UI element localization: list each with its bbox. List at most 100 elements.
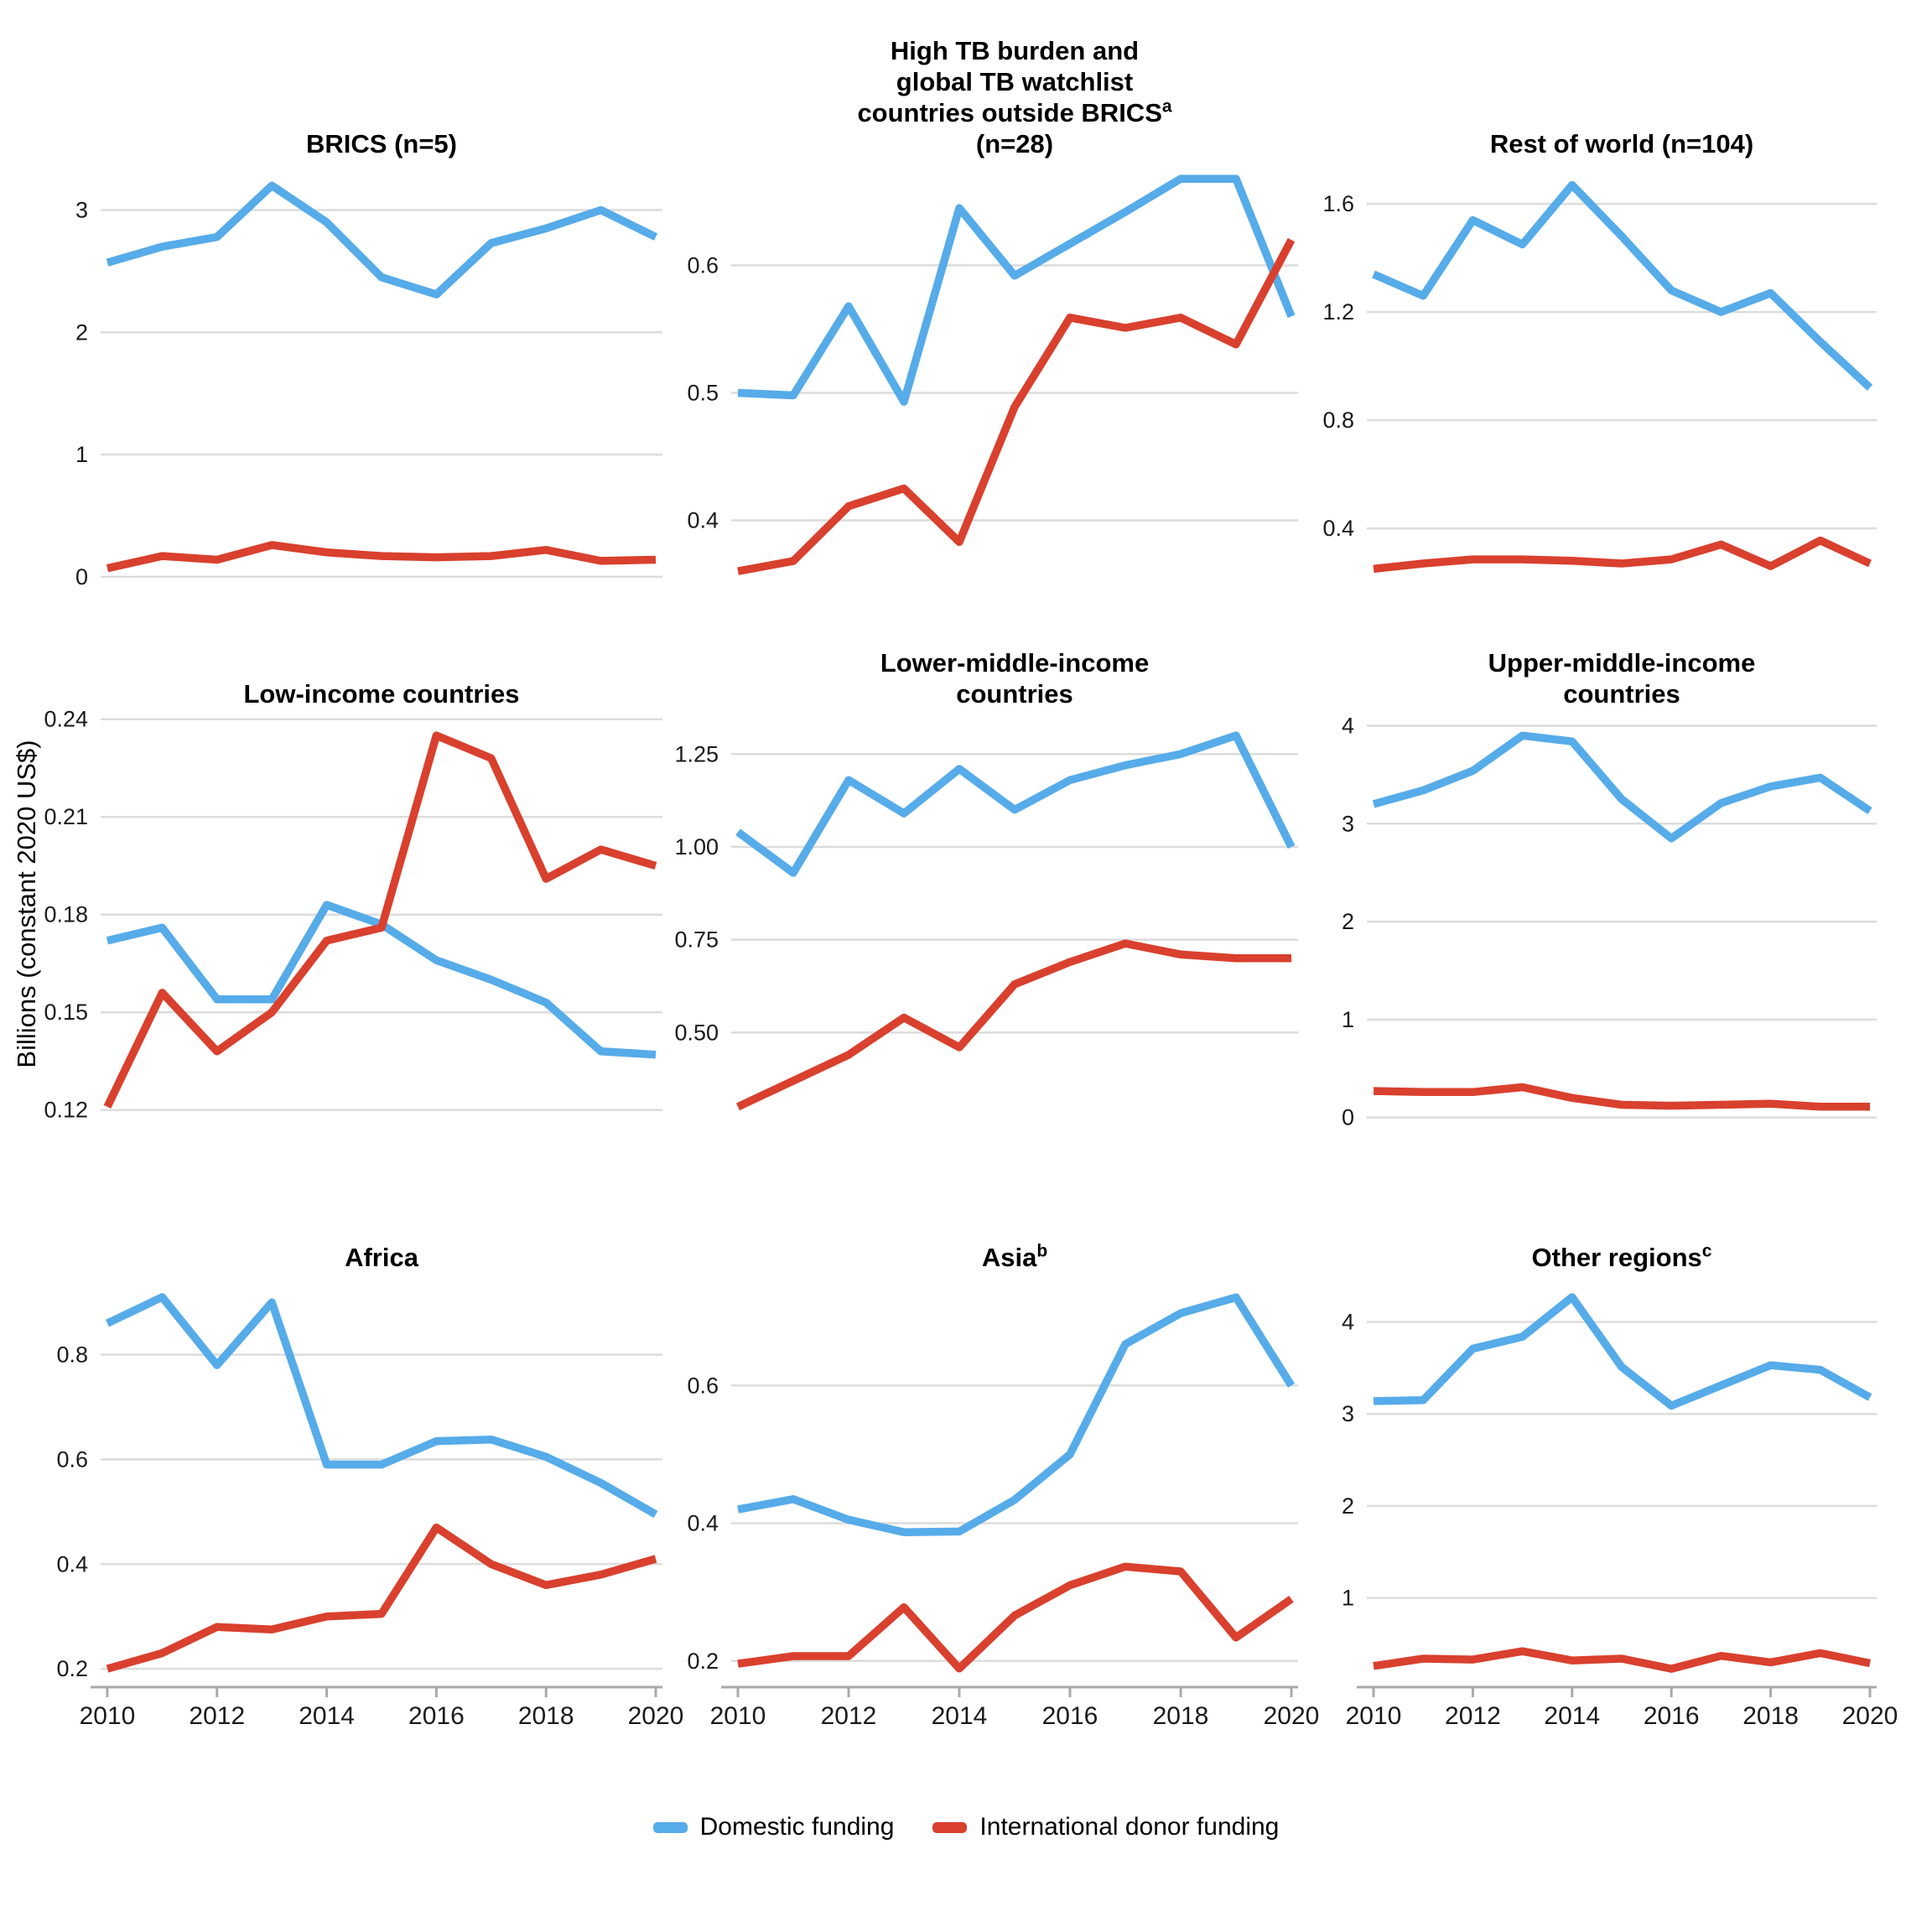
domestic-funding-line-hbc-outside-brics bbox=[737, 174, 1296, 406]
y-tick-label: 0.4 bbox=[687, 1511, 719, 1536]
y-tick-label: 0.4 bbox=[687, 507, 719, 532]
chart-lower-middle-income: 0.50 0.75 1.00 1.25 bbox=[674, 731, 1298, 1111]
y-tick-label: 3 bbox=[1342, 811, 1354, 836]
x-tick-label: 2014 bbox=[932, 1702, 988, 1730]
footnote-marker: b bbox=[1036, 1241, 1048, 1261]
x-tick-label: 2012 bbox=[821, 1702, 877, 1730]
domestic-funding-line-upper-middle-income bbox=[1372, 731, 1872, 843]
domestic-funding-line-lower-middle-income bbox=[735, 731, 1296, 877]
x-tick-label: 2016 bbox=[408, 1702, 465, 1730]
chart-title-africa: Africa bbox=[345, 1243, 418, 1272]
chart-title-rest-of-world: Rest of world (n=104) bbox=[1489, 129, 1754, 158]
legend-item-donor: International donor funding bbox=[932, 1813, 1279, 1841]
y-tick-label: 0.50 bbox=[674, 1020, 719, 1045]
x-tick-label: 2018 bbox=[1742, 1702, 1799, 1730]
chart-brics: 0 1 2 3 bbox=[75, 181, 662, 589]
domestic-funding-line-other-regions bbox=[1373, 1293, 1872, 1410]
y-tick-label: 0.6 bbox=[687, 1373, 719, 1398]
x-tick-label: 2020 bbox=[628, 1702, 684, 1730]
y-tick-label: 1.2 bbox=[1322, 299, 1354, 325]
chart-title-brics: BRICS (n=5) bbox=[306, 129, 457, 158]
y-tick-label: 4 bbox=[1342, 714, 1354, 739]
x-tick-label: 2018 bbox=[518, 1702, 574, 1730]
donor-funding-line-upper-middle-income bbox=[1373, 1083, 1870, 1111]
y-tick-label: 0.21 bbox=[44, 804, 88, 829]
legend: Domestic funding International donor fun… bbox=[0, 1813, 1932, 1841]
y-tick-label: 4 bbox=[1342, 1310, 1354, 1335]
y-tick-label: 2 bbox=[75, 319, 88, 345]
y-tick-label: 1.6 bbox=[1322, 191, 1354, 216]
y-tick-label: 0.4 bbox=[1322, 516, 1354, 541]
y-tick-label: 0 bbox=[75, 564, 88, 589]
y-tick-label: 0.24 bbox=[44, 707, 88, 732]
y-tick-label: 0.8 bbox=[1322, 408, 1354, 433]
domestic-funding-line-africa bbox=[105, 1293, 658, 1519]
chart-title-low-income: Low-income countries bbox=[243, 679, 520, 709]
footnote-marker: a bbox=[1161, 96, 1172, 117]
y-tick-label: 3 bbox=[1342, 1401, 1354, 1426]
y-tick-label: 0.8 bbox=[56, 1343, 88, 1368]
chart-other-regions: 1 2 3 4 2010 2012 2014 2016 2018 2020 bbox=[1342, 1293, 1898, 1730]
y-tick-label: 1.25 bbox=[674, 741, 719, 766]
x-tick-label: 2016 bbox=[1042, 1702, 1098, 1730]
y-tick-label: 0.6 bbox=[687, 253, 719, 278]
y-tick-label: 0 bbox=[1342, 1105, 1354, 1130]
x-tick-label: 2014 bbox=[1544, 1702, 1600, 1730]
donor-funding-line-hbc-outside-brics bbox=[737, 237, 1296, 575]
chart-title-other-regions: Other regionsc bbox=[1531, 1241, 1712, 1272]
y-tick-label: 0.18 bbox=[44, 902, 88, 927]
y-tick-label: 2 bbox=[1342, 1493, 1354, 1519]
donor-funding-line-brics bbox=[106, 541, 657, 573]
chart-rest-of-world: 0.4 0.8 1.2 1.6 bbox=[1322, 180, 1877, 574]
x-tick-label: 2010 bbox=[80, 1702, 136, 1730]
legend-item-domestic: Domestic funding bbox=[652, 1813, 895, 1841]
international-donor-funding-swatch bbox=[932, 1821, 968, 1833]
y-tick-label: 1 bbox=[1342, 1007, 1354, 1032]
x-tick-label: 2018 bbox=[1153, 1702, 1209, 1730]
donor-funding-line-low-income bbox=[103, 731, 657, 1109]
domestic-funding-line-rest-of-world bbox=[1372, 180, 1873, 391]
chart-title-hbc-outside-brics: High TB burden and global TB watchlist cou… bbox=[857, 36, 1172, 158]
y-tick-label: 3 bbox=[75, 197, 88, 222]
y-tick-label: 1 bbox=[75, 442, 88, 467]
chart-asia: 0.2 0.4 0.6 2010 2012 2014 2016 2018 2020 bbox=[687, 1293, 1320, 1730]
x-tick-label: 2014 bbox=[299, 1702, 355, 1730]
y-tick-label: 2 bbox=[1342, 909, 1354, 934]
domestic-funding-line-asia bbox=[737, 1293, 1296, 1536]
y-tick-label: 1 bbox=[1342, 1586, 1354, 1611]
y-tick-label: 0.75 bbox=[674, 927, 719, 953]
donor-funding-line-africa bbox=[106, 1523, 657, 1673]
donor-funding-line-other-regions bbox=[1373, 1647, 1871, 1673]
legend-label-donor: International donor funding bbox=[979, 1813, 1280, 1841]
donor-funding-line-lower-middle-income bbox=[735, 939, 1291, 1111]
x-tick-label: 2010 bbox=[1346, 1702, 1402, 1730]
y-tick-label: 0.15 bbox=[44, 1000, 88, 1025]
donor-funding-line-rest-of-world bbox=[1373, 536, 1872, 574]
chart-title-upper-middle-income: Upper-middle-income countries bbox=[1488, 648, 1756, 709]
y-axis-label: Billions (constant 2020 US$) bbox=[12, 740, 41, 1068]
x-tick-label: 2020 bbox=[1842, 1702, 1898, 1730]
y-tick-label: 0.6 bbox=[56, 1446, 88, 1472]
x-tick-label: 2010 bbox=[710, 1702, 766, 1730]
footnote-marker: c bbox=[1701, 1241, 1712, 1261]
legend-label-domestic: Domestic funding bbox=[699, 1813, 895, 1841]
x-tick-label: 2020 bbox=[1264, 1702, 1320, 1730]
donor-funding-line-asia bbox=[737, 1562, 1294, 1673]
domestic-funding-swatch bbox=[652, 1821, 688, 1833]
x-tick-label: 2012 bbox=[1445, 1702, 1501, 1730]
domestic-funding-line-brics bbox=[106, 181, 658, 299]
y-tick-label: 0.5 bbox=[687, 380, 719, 405]
y-tick-label: 0.2 bbox=[56, 1656, 88, 1681]
x-tick-label: 2012 bbox=[189, 1702, 245, 1730]
chart-low-income: 0.12 0.15 0.18 0.21 0.24 bbox=[44, 707, 662, 1123]
chart-upper-middle-income: 0 1 2 3 4 bbox=[1342, 714, 1877, 1130]
chart-title-asia: Asiab bbox=[981, 1241, 1048, 1272]
y-tick-label: 1.00 bbox=[674, 834, 719, 860]
x-tick-label: 2016 bbox=[1644, 1702, 1700, 1730]
chart-hbc-outside-brics: 0.4 0.5 0.6 bbox=[687, 174, 1298, 575]
chart-africa: 0.2 0.4 0.6 0.8 2010 2012 2014 2016 2018 2020 bbox=[56, 1293, 684, 1730]
y-tick-label: 0.2 bbox=[687, 1649, 719, 1674]
y-tick-label: 0.4 bbox=[56, 1551, 88, 1576]
